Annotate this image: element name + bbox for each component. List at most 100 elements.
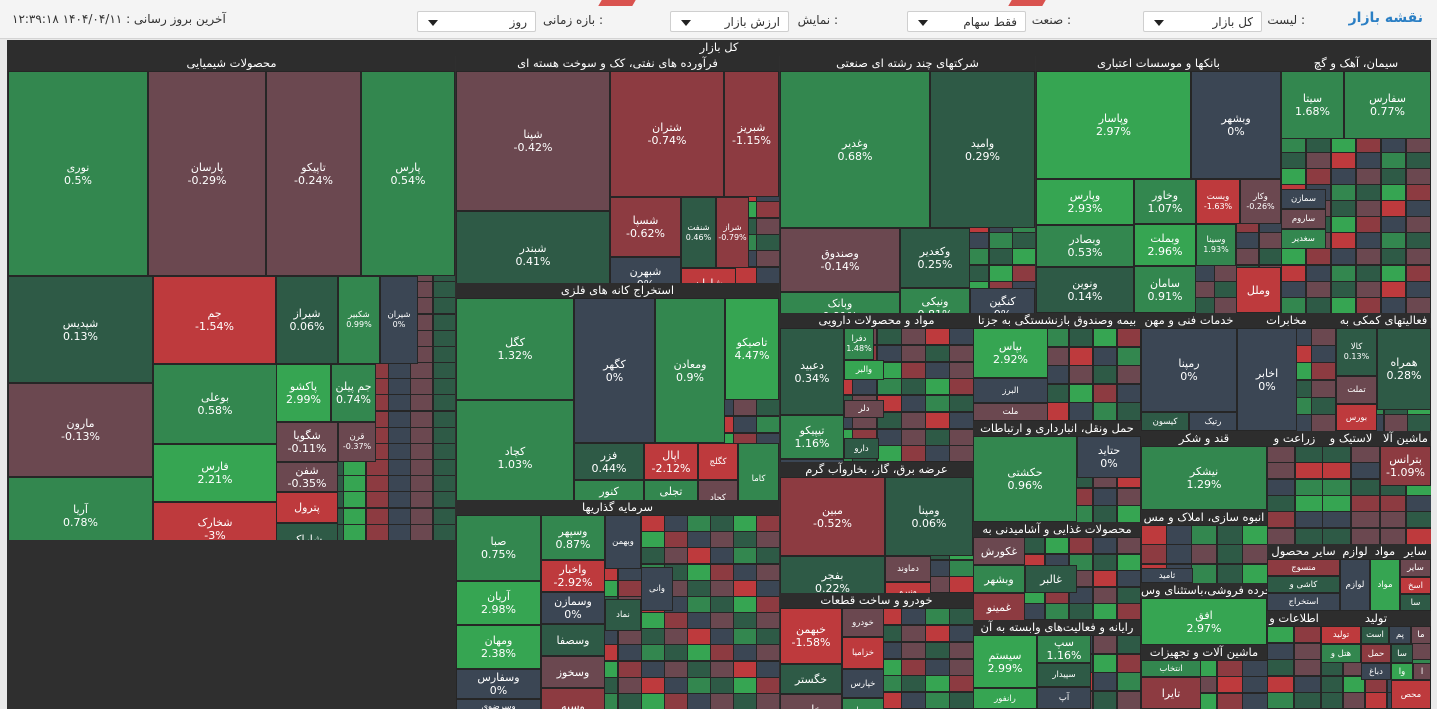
stock-tile[interactable]: تاصیکو 4.47% [725,298,779,400]
stock-tile[interactable]: پارس 0.54% [361,71,455,276]
stock-tile-small[interactable] [1045,384,1069,403]
stock-tile-small[interactable] [733,644,757,661]
stock-tile[interactable]: استخراج [1267,593,1340,611]
stock-tile[interactable]: اپال -2.12% [644,443,698,480]
stock-tile[interactable]: فزر 0.44% [574,443,644,480]
stock-tile-small[interactable] [433,475,455,492]
stock-tile-small[interactable] [1191,525,1217,545]
stock-tile-small[interactable] [1093,505,1117,522]
display-select[interactable]: ارزش بازار [670,11,789,32]
stock-tile[interactable]: فارس 2.21% [153,444,277,502]
stock-tile-small[interactable] [925,412,950,429]
sector-block[interactable]: قند و شکر نیشکر 1.29% [1141,431,1267,510]
stock-tile-small[interactable] [1306,281,1331,298]
stock-tile[interactable]: شپنا -0.42% [456,71,610,211]
stock-tile[interactable]: کگل 1.32% [456,298,574,400]
stock-tile[interactable]: شیران 0% [380,276,418,364]
stock-tile[interactable]: شاوان [681,268,736,283]
stock-tile-small[interactable] [925,608,950,625]
stock-tile-small[interactable] [1306,265,1331,282]
sector-block[interactable]: انبوه سازی، املاک و مس ثامید [1141,510,1267,583]
sector-block[interactable]: مواد و محصولات دارویی دعبید 0.34% دفرا 1.48%… [780,313,973,462]
stock-tile-small[interactable] [1093,635,1117,654]
sector-block[interactable]: ماشین آلات و تجهیزات انتخاب تایرا [1141,645,1267,709]
stock-tile-small[interactable] [1093,554,1117,571]
stock-tile[interactable]: کاشی و [1267,576,1340,593]
sector-block[interactable]: شرکتهای چند رشته ای صنعتی وغدیر 0.68% وامید… [780,56,1035,313]
stock-tile-small[interactable] [343,508,366,525]
stock-tile-small[interactable] [1217,693,1243,709]
stock-tile-small[interactable] [1343,692,1365,709]
stock-tile[interactable]: سا [1400,594,1431,611]
stock-tile-small[interactable] [925,362,950,379]
stock-tile-small[interactable] [949,642,973,659]
stock-tile-small[interactable] [1295,528,1322,544]
stock-tile-small[interactable] [1166,525,1192,545]
stock-tile[interactable]: سپ 1.16% [1037,635,1091,663]
stock-tile[interactable]: شبندر 0.41% [456,211,610,283]
stock-tile-small[interactable] [664,515,688,532]
stock-tile-small[interactable] [1351,511,1380,528]
stock-tile-small[interactable] [756,644,779,661]
stock-tile-small[interactable] [1214,281,1237,298]
stock-tile-small[interactable] [433,508,455,525]
stock-tile-small[interactable] [1351,495,1380,512]
stock-tile-small[interactable] [710,596,734,613]
stock-tile-small[interactable] [1012,232,1035,249]
stock-tile-small[interactable] [1406,152,1431,169]
stock-tile-small[interactable] [1093,654,1117,673]
stock-tile[interactable]: سا [1391,644,1413,663]
stock-tile-small[interactable] [1267,511,1295,528]
stock-tile-small[interactable] [1069,347,1093,366]
stock-tile[interactable]: وسرضوی0% [456,699,541,709]
stock-tile[interactable]: خاور [780,694,842,709]
stock-tile-small[interactable] [1093,347,1117,366]
stock-tile-small[interactable] [1281,152,1306,169]
stock-tile-small[interactable] [641,628,665,645]
stock-tile[interactable]: کاما [738,443,779,500]
stock-tile-small[interactable] [925,429,950,446]
stock-tile-small[interactable] [1381,281,1406,298]
stock-tile-small[interactable] [1259,232,1281,249]
sector-block[interactable]: سیمان، آهک و گچ سیتا 1.68% سفارس 0.77% سمازن س… [1281,56,1431,313]
stock-tile[interactable]: شکبیر 0.99% [338,276,380,364]
stock-tile[interactable]: کگلج [698,443,738,480]
stock-tile-small[interactable] [1045,537,1069,554]
stock-tile-small[interactable] [433,362,455,379]
stock-tile-small[interactable] [1267,692,1294,709]
stock-tile-small[interactable] [949,429,973,446]
stock-tile-small[interactable] [1322,495,1351,512]
stock-tile[interactable]: تاپیکو -0.24% [266,71,361,276]
stock-tile[interactable]: تایرا [1141,677,1201,709]
stock-tile[interactable]: دارو [844,438,879,459]
stock-tile-small[interactable] [1045,603,1069,620]
stock-tile-small[interactable] [1381,297,1406,313]
stock-tile-small[interactable] [1242,544,1267,564]
stock-tile-small[interactable] [1217,544,1243,564]
stock-tile-small[interactable] [388,475,411,492]
sector-block[interactable]: مواد مواد [1370,544,1400,611]
stock-tile[interactable]: شتران -0.74% [610,71,724,197]
stock-tile-small[interactable] [756,399,779,416]
stock-tile-small[interactable] [1012,248,1035,265]
stock-tile[interactable]: وکار -0.26% [1240,179,1281,224]
stock-tile[interactable]: نماد [605,599,641,631]
stock-tile-small[interactable] [949,445,973,462]
stock-tile-small[interactable] [1306,168,1331,185]
stock-tile-small[interactable] [1406,216,1431,233]
stock-tile-small[interactable] [1217,660,1243,677]
stock-tile[interactable]: نوری 0.5% [8,71,148,276]
stock-tile-small[interactable] [664,531,688,548]
stock-tile-small[interactable] [1093,384,1117,403]
stock-tile-small[interactable] [756,628,779,645]
stock-tile[interactable]: حکشتی 0.96% [973,436,1077,522]
stock-tile-small[interactable] [388,459,411,476]
sector-block[interactable]: خودرو و ساخت قطعات خبهمن -1.58% خودرو خزامیا… [780,593,973,709]
stock-tile-small[interactable] [710,644,734,661]
stock-tile-small[interactable] [1117,587,1141,604]
stock-tile-small[interactable] [410,394,433,411]
stock-tile[interactable]: وبشهر [973,565,1025,593]
stock-tile-small[interactable] [410,475,433,492]
stock-tile-small[interactable] [388,394,411,411]
stock-tile-small[interactable] [756,677,779,694]
